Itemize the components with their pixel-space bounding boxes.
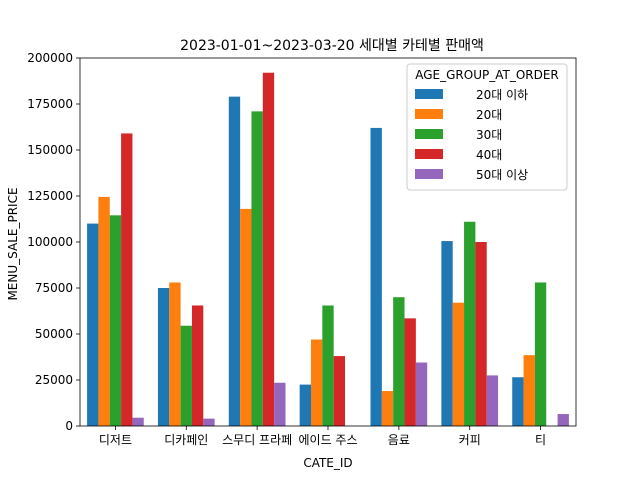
x-tick-label: 디카페인: [164, 433, 208, 447]
y-axis-label: MENU_SALE_PRICE: [6, 187, 20, 300]
bar-3-series-5: [274, 382, 286, 426]
bar-1-series-5: [132, 417, 144, 426]
x-axis-label: CATE_ID: [303, 456, 352, 470]
bar-7-series-2: [523, 355, 535, 426]
legend-entry-2: 20대: [476, 108, 502, 122]
legend-frame: [406, 63, 568, 191]
bar-5-series-4: [404, 318, 416, 426]
bar-1-series-3: [109, 215, 122, 426]
bar-4-series-1: [299, 384, 311, 426]
bar-4-series-2: [310, 339, 323, 426]
y-tick-label: 200000: [27, 51, 73, 65]
x-tick-label: 커피: [459, 433, 481, 447]
y-tick-label: 0: [65, 419, 73, 433]
x-tick-label: 음료: [388, 433, 410, 447]
bar-7-series-5: [557, 414, 569, 426]
bar-4-series-4: [333, 356, 346, 426]
legend: AGE_GROUP_AT_ORDER 20대 이하 20대 30대 40대 50대 이상: [406, 63, 568, 191]
x-tick-label: 디저트: [99, 433, 132, 447]
legend-swatch-5: [415, 169, 443, 179]
chart-title: 2023-01-01~2023-03-20 세대별 카테별 판매액: [180, 38, 484, 54]
ticks-group: 0 25000 50000 75000 100000 125000 150000 175000…: [27, 51, 546, 447]
bar-2-series-3: [180, 325, 192, 426]
y-tick-label: 50000: [35, 327, 73, 341]
bar-7-series-3: [534, 282, 547, 426]
legend-title: AGE_GROUP_AT_ORDER: [415, 68, 559, 82]
y-tick-label: 25000: [35, 373, 73, 387]
legend-swatch-1: [415, 89, 443, 99]
y-tick-label: 175000: [27, 97, 73, 111]
y-tick-label: 100000: [27, 235, 73, 249]
bar-5-series-1: [370, 127, 382, 427]
bar-6-series-4: [475, 242, 487, 426]
legend-entry-4: 40대: [476, 148, 502, 162]
bars-group: [87, 72, 569, 427]
y-tick-label: 75000: [35, 281, 73, 295]
x-tick-label: 에이드 주스: [298, 433, 357, 447]
bar-3-series-2: [240, 208, 252, 426]
legend-swatch-4: [415, 149, 443, 159]
bar-5-series-2: [381, 391, 394, 426]
x-tick-label: 티: [535, 433, 546, 447]
y-tick-label: 125000: [27, 189, 73, 203]
bar-1-series-1: [87, 223, 99, 426]
bar-6-series-2: [452, 302, 465, 426]
legend-entry-1: 20대 이하: [476, 88, 528, 102]
bar-6-series-1: [441, 241, 453, 426]
y-tick-label: 150000: [27, 143, 73, 157]
bar-4-series-3: [322, 305, 334, 426]
bar-2-series-2: [169, 282, 181, 426]
bar-5-series-3: [393, 297, 405, 426]
bar-1-series-2: [98, 196, 110, 426]
x-tick-label: 스무디 프라페: [222, 433, 292, 447]
bar-3-series-3: [251, 111, 263, 427]
legend-swatch-2: [415, 109, 443, 119]
bar-5-series-5: [415, 362, 428, 426]
bar-3-series-1: [228, 96, 241, 426]
bar-1-series-4: [121, 133, 133, 426]
bar-3-series-4: [262, 72, 275, 426]
bar-6-series-5: [486, 375, 499, 426]
bar-2-series-5: [203, 418, 215, 426]
legend-entry-5: 50대 이상: [476, 168, 528, 182]
bar-2-series-4: [191, 305, 204, 426]
legend-swatch-3: [415, 129, 443, 139]
legend-entry-3: 30대: [476, 128, 502, 142]
bar-2-series-1: [157, 288, 170, 426]
bar-6-series-3: [464, 221, 476, 426]
bar-7-series-1: [512, 377, 524, 426]
